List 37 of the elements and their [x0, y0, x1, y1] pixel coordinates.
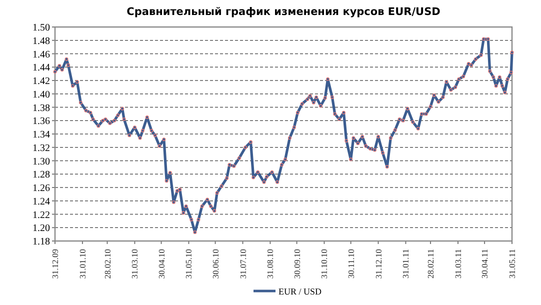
y-tick-label: 1.40: [32, 89, 50, 100]
y-tick-label: 1.24: [32, 196, 50, 208]
y-tick-label: 1.22: [32, 210, 50, 221]
y-tick-label: 1.32: [32, 142, 50, 154]
x-tick-label: 31.08.10: [265, 249, 276, 279]
y-tick-label: 1.28: [32, 170, 50, 181]
x-tick-label: 31.05.11: [507, 249, 517, 278]
x-tick-label: 31.07.10: [238, 249, 248, 279]
y-tick-label: 1.46: [32, 49, 50, 60]
x-tick-label: 30.06.10: [210, 249, 220, 279]
x-tick-label: 30.04.10: [156, 249, 166, 279]
x-tick-label: 28.02.10: [102, 249, 112, 279]
x-tick-label: 31.12.10: [373, 249, 384, 279]
x-tick-label: 30.04.11: [480, 249, 490, 278]
x-tick-label: 31.03.10: [130, 249, 140, 279]
x-tick-label: 30.09.10: [292, 249, 302, 279]
y-tick-label: 1.38: [32, 102, 50, 114]
x-tick-label: 31.10.10: [319, 249, 330, 279]
y-tick-label: 1.20: [32, 223, 50, 234]
y-tick-label: 1.18: [32, 236, 50, 248]
y-tick-label: 1.30: [32, 156, 50, 168]
x-tick-label: 31.05.10: [184, 249, 194, 279]
y-tick-label: 1.48: [32, 36, 50, 47]
x-tick-label: 30.11.10: [346, 249, 356, 278]
y-tick-label: 1.42: [32, 76, 50, 87]
y-tick-label: 1.50: [32, 22, 50, 34]
chart-title: Сравнительный график изменения курсов EUR/USD: [126, 6, 441, 18]
y-tick-label: 1.36: [32, 116, 50, 128]
y-tick-label: 1.34: [32, 130, 50, 140]
x-tick-label: 31.12.09: [50, 249, 60, 279]
legend-label: EUR / USD: [278, 286, 322, 296]
y-tick-label: 1.44: [32, 62, 50, 74]
x-tick-label: 31.01.10: [77, 249, 88, 279]
x-tick-label: 31.03.11: [452, 249, 463, 278]
x-tick-label: 31.01.11: [400, 249, 411, 278]
x-tick-label: 28.02.11: [426, 249, 436, 278]
y-tick-label: 1.26: [32, 183, 50, 194]
